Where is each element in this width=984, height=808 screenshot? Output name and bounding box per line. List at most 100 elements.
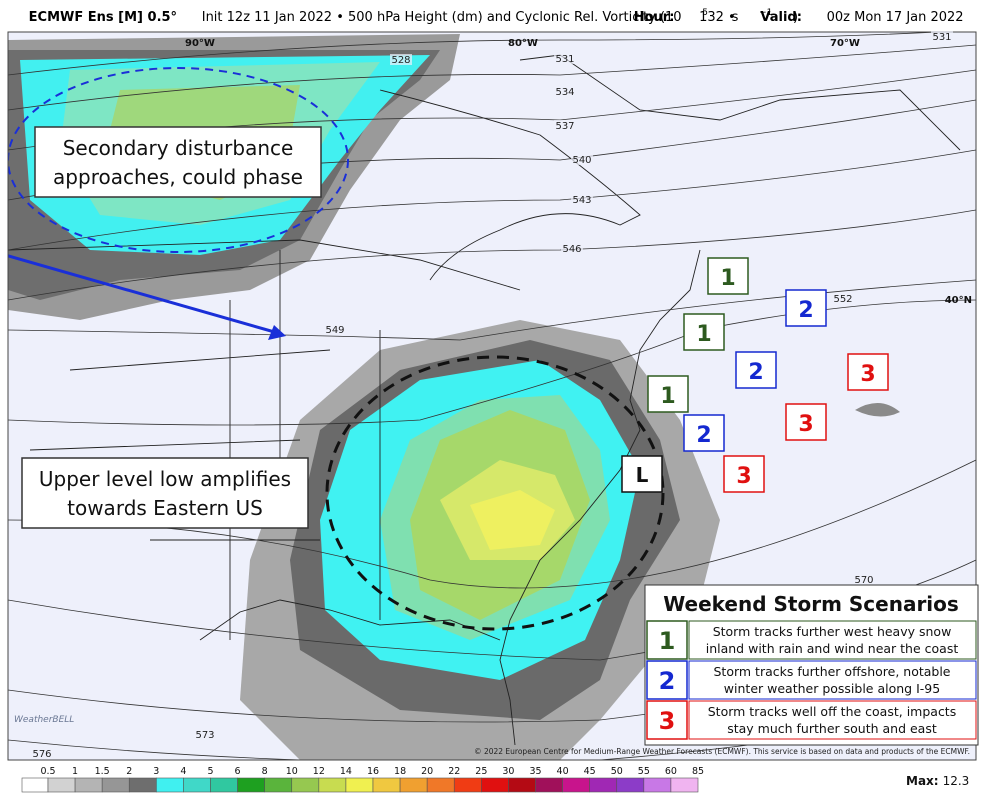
vorticity-gray [855,402,900,417]
colorbar-cell [670,777,699,793]
colorbar-label: 16 [367,766,379,777]
colorbar-label: 22 [448,766,460,777]
annotation-box [21,457,309,529]
legend-title: Weekend Storm Scenarios [663,592,959,616]
colorbar-label: 35 [529,766,541,777]
colorbar-label: 60 [665,766,677,777]
colorbar-label: 55 [638,766,650,777]
low-box [621,455,663,493]
colorbar-label: 45 [584,766,596,777]
vorticity-yellow [470,490,555,550]
exponent: 5 [702,8,708,18]
contour-label: 528 [391,55,410,66]
contour-label: 576 [32,749,51,760]
annotation-text: towards Eastern US [67,496,263,520]
colorbar-cell [264,777,293,793]
colorbar-label: 85 [692,766,704,777]
colorbar-cell [345,777,374,793]
colorbar-cell [128,777,157,793]
colorbar-cell [47,777,76,793]
header-right: Hour: 132 • Valid: 00z Mon 17 Jan 2022 [613,10,976,25]
coastline [199,599,501,641]
colorbar-cell [183,777,211,793]
legend-text: Storm tracks well off the coast, impacts [708,704,956,719]
colorbar-cell [210,777,238,793]
colorbar-max: Max: 12.3 [906,774,969,788]
legend-text-box [688,700,977,740]
graticule-label: 70°W [830,38,860,49]
colorbar-label: 25 [475,766,487,777]
legend-number: 2 [659,667,676,695]
max-value: 12.3 [943,774,970,788]
colorbar-cell [399,777,428,793]
colorbar-label: 30 [502,766,514,777]
scenario-marker: 1 [720,266,735,291]
scenario-marker-box [683,414,725,452]
colorbar-cell [74,777,103,793]
colorbar-cell [508,777,536,793]
description: Init 12z 11 Jan 2022 • 500 hPa Height (d… [202,10,682,25]
contour-label-bg [832,293,854,304]
colorbar-cell [426,777,455,793]
contour-line [8,209,976,301]
scenario-marker-box [647,375,689,413]
colorbar-cell [562,777,590,793]
contour-label: 531 [932,32,951,43]
max-label: Max: [906,774,939,788]
credit: © 2022 European Centre for Medium-Range … [474,747,970,756]
legend-number-box [646,660,688,700]
colorbar-label: 2 [126,766,132,777]
contour-label-bg [571,154,593,165]
contour-label: 540 [572,155,591,166]
colorbar-label: 1 [72,766,78,777]
colorbar-label: 18 [394,766,406,777]
colorbar-cell [589,777,618,793]
colorbar-cell [156,777,184,793]
graticule-label: 80°W [508,38,538,49]
header-left: ECMWF Ens [M] 0.5° Init 12z 11 Jan 2022 … [8,4,811,25]
close-paren: ) [793,10,798,25]
colorbar-label: 10 [286,766,298,777]
contour-line [8,32,947,76]
colorbar-label: 5 [207,766,213,777]
legend-text-box [688,660,977,700]
contour-label: 546 [562,244,581,255]
colorbar-label: 14 [340,766,352,777]
arrow-head [268,325,286,340]
colorbar-cell [318,777,347,793]
colorbar-label: 1.5 [95,766,110,777]
colorbar-cell [535,777,563,793]
scenario-marker-box [723,455,765,493]
unit: s [732,10,739,25]
map-frame [7,31,977,761]
legend-number: 1 [659,627,676,655]
colorbar-cell [643,777,672,793]
colorbar-cell [453,777,482,793]
colorbar-cell [101,777,130,793]
legend-text: stay much further south and east [727,721,937,736]
contour-label: 534 [555,87,574,98]
contour-label: 531 [555,54,574,65]
colorbar-label: 8 [262,766,268,777]
scenario-marker: 2 [798,298,813,323]
legend-text: inland with rain and wind near the coast [706,641,959,656]
contour-line [8,299,976,426]
legend-number-box [646,700,688,740]
scenario-marker-box [683,313,725,351]
scenario-marker: 3 [736,464,751,489]
annotation-box [34,126,322,198]
colorbar-label: 50 [611,766,623,777]
colorbar-cell [372,777,401,793]
contour-label: 573 [195,730,214,741]
contour-label: 549 [325,325,344,336]
legend-text: Storm tracks further west heavy snow [713,624,952,639]
contour-label-bg [561,243,583,254]
legend-text: Storm tracks further offshore, notable [713,664,950,679]
scenario-marker: 3 [798,412,813,437]
contour-label-bg [31,748,53,759]
legend-number-box [646,620,688,660]
low-outline [325,355,665,631]
contour-label-bg [390,54,412,65]
low-label: L [636,463,649,487]
colorbar-cell [237,777,265,793]
